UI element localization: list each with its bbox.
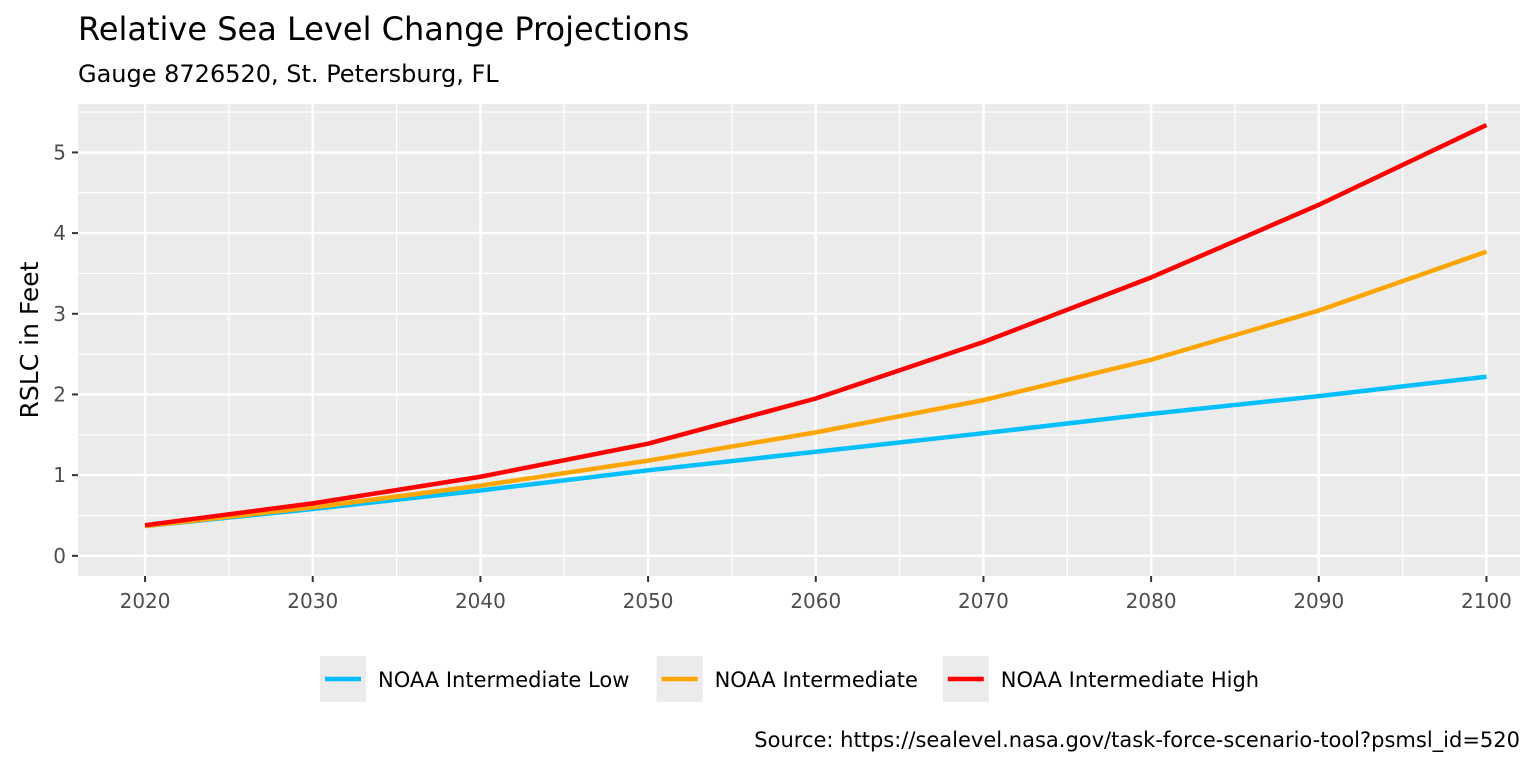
- chart-title: Relative Sea Level Change Projections: [78, 10, 690, 48]
- y-axis: 0 1 2 3 4 5: [53, 140, 78, 568]
- legend-item-3: NOAA Intermediate High: [942, 656, 1259, 702]
- series-line-2: [144, 249, 1488, 529]
- legend: NOAA Intermediate Low NOAA Intermediate NO…: [320, 656, 1259, 702]
- y-tick-label: 4: [53, 221, 66, 245]
- x-tick-label: 2070: [958, 589, 1009, 613]
- x-tick-label: 2050: [623, 589, 674, 613]
- x-tick-label: 2040: [455, 589, 506, 613]
- x-tick-label: 2090: [1293, 589, 1344, 613]
- x-tick-label: 2060: [790, 589, 841, 613]
- source-caption: Source: https://sealevel.nasa.gov/task-f…: [754, 728, 1520, 752]
- series-line-3: [144, 122, 1488, 528]
- legend-label: NOAA Intermediate Low: [378, 668, 629, 692]
- x-axis: 2020 2030 2040 2050 2060 2070 2080 2090 2100: [120, 576, 1512, 613]
- major-gridlines: [78, 104, 1520, 576]
- y-tick-label: 1: [53, 463, 66, 487]
- x-tick-label: 2080: [1126, 589, 1177, 613]
- y-tick-label: 2: [53, 382, 66, 406]
- y-axis-title: RSLC in Feet: [15, 261, 44, 418]
- legend-item-1: NOAA Intermediate Low: [320, 656, 629, 702]
- plot-panel: [78, 104, 1520, 576]
- legend-item-2: NOAA Intermediate: [656, 656, 918, 702]
- x-tick-label: 2020: [120, 589, 171, 613]
- x-tick-label: 2030: [287, 589, 338, 613]
- y-tick-label: 0: [53, 544, 66, 568]
- y-tick-label: 5: [53, 140, 66, 164]
- series-line-1: [144, 374, 1487, 529]
- legend-label: NOAA Intermediate High: [1001, 668, 1259, 692]
- series-lines: [144, 122, 1488, 529]
- y-tick-label: 3: [53, 302, 66, 326]
- x-tick-label: 2100: [1461, 589, 1512, 613]
- legend-label: NOAA Intermediate: [715, 668, 918, 692]
- chart-subtitle: Gauge 8726520, St. Petersburg, FL: [78, 60, 499, 88]
- minor-gridlines: [78, 104, 1520, 576]
